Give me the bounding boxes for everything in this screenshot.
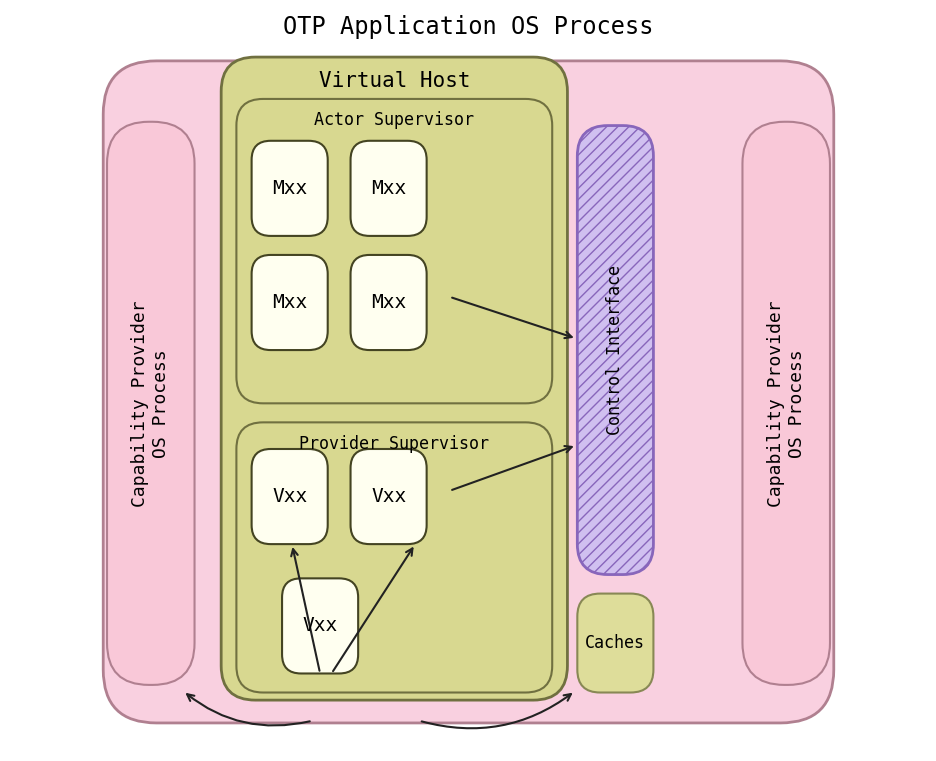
Text: Capability Provider
OS Process: Capability Provider OS Process <box>131 300 170 507</box>
FancyBboxPatch shape <box>236 99 551 403</box>
FancyBboxPatch shape <box>577 126 652 575</box>
FancyBboxPatch shape <box>350 255 426 350</box>
FancyBboxPatch shape <box>252 255 328 350</box>
Text: Caches: Caches <box>585 634 645 652</box>
FancyBboxPatch shape <box>350 141 426 236</box>
Text: Mxx: Mxx <box>271 179 307 198</box>
FancyBboxPatch shape <box>103 61 833 723</box>
Text: Control Interface: Control Interface <box>606 265 623 435</box>
FancyBboxPatch shape <box>221 57 567 700</box>
Text: Mxx: Mxx <box>371 179 406 198</box>
FancyBboxPatch shape <box>252 141 328 236</box>
FancyBboxPatch shape <box>107 122 195 685</box>
Text: Capability Provider
OS Process: Capability Provider OS Process <box>766 300 805 507</box>
Text: Vxx: Vxx <box>371 487 406 506</box>
Text: Provider Supervisor: Provider Supervisor <box>299 435 489 453</box>
Text: Vxx: Vxx <box>302 616 337 635</box>
FancyBboxPatch shape <box>577 594 652 693</box>
Text: Mxx: Mxx <box>271 293 307 312</box>
Text: Actor Supervisor: Actor Supervisor <box>314 111 474 129</box>
FancyArrowPatch shape <box>421 694 570 728</box>
FancyBboxPatch shape <box>252 449 328 544</box>
Text: Virtual Host: Virtual Host <box>318 72 470 91</box>
Text: Mxx: Mxx <box>371 293 406 312</box>
FancyBboxPatch shape <box>350 449 426 544</box>
FancyBboxPatch shape <box>282 578 358 673</box>
FancyArrowPatch shape <box>187 694 310 725</box>
FancyBboxPatch shape <box>236 422 551 693</box>
Text: OTP Application OS Process: OTP Application OS Process <box>283 14 653 39</box>
Text: Vxx: Vxx <box>271 487 307 506</box>
FancyBboxPatch shape <box>741 122 829 685</box>
